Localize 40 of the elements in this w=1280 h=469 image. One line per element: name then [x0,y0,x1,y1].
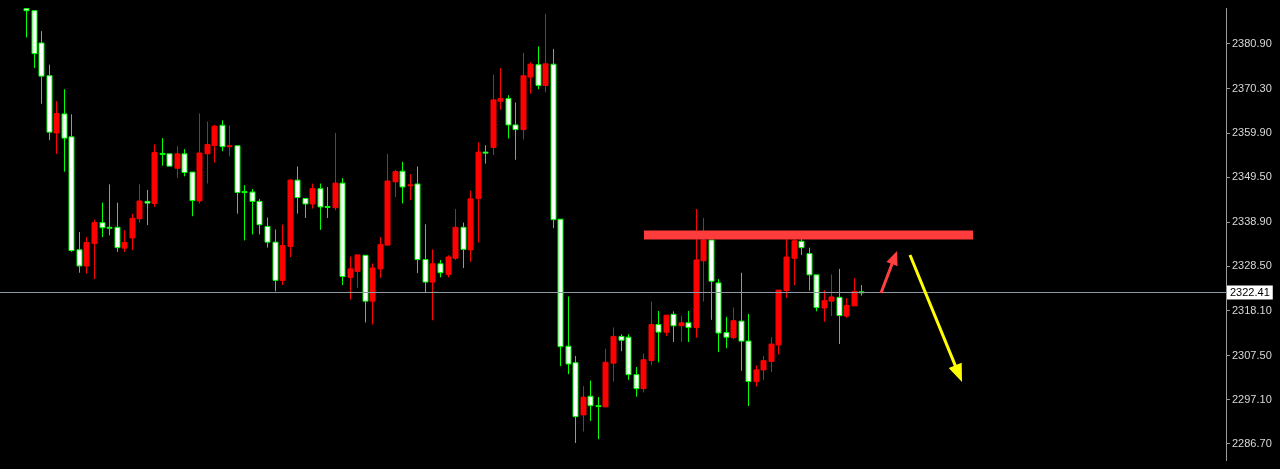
y-tick-label: 2338.90 [1232,215,1272,228]
candlestick [535,45,542,90]
y-tick-label: 2318.10 [1232,303,1272,316]
candlestick [53,100,60,155]
candlestick [580,385,587,433]
candlestick [407,173,414,201]
candlestick [437,259,444,278]
candlestick [663,314,670,337]
candlestick [460,222,467,269]
candlestick [836,268,843,345]
candlestick [542,13,549,93]
y-tick-label: 2286.70 [1232,436,1272,449]
candlestick [309,183,316,210]
y-tick-label: 2349.50 [1232,170,1272,183]
candlestick [121,229,128,253]
candlestick [708,239,715,321]
candlestick [670,310,677,343]
candlestick [151,143,158,208]
y-tick-label: 2328.50 [1232,259,1272,272]
y-tick-label: 2370.30 [1232,81,1272,94]
candlestick [294,166,301,215]
y-tick-label: 2359.90 [1232,126,1272,139]
candlestick [332,132,339,211]
candlestick [399,161,406,204]
candlestick [655,310,662,363]
candlestick [174,145,181,179]
candlestick [730,307,737,340]
candlestick [339,177,346,286]
candlestick [685,310,692,343]
y-tick-label: 2307.50 [1232,348,1272,361]
y-tick-label: 2297.10 [1232,392,1272,405]
y-tick-label: 2380.90 [1232,36,1272,49]
candlestick [226,124,233,157]
candlestick [144,189,151,226]
candlestick [302,197,309,219]
candlestick [482,144,489,165]
candlestick [429,248,436,321]
candlestick [219,119,226,152]
ref-line-label: 2322.41 [1230,285,1270,298]
candlestick [678,315,685,343]
